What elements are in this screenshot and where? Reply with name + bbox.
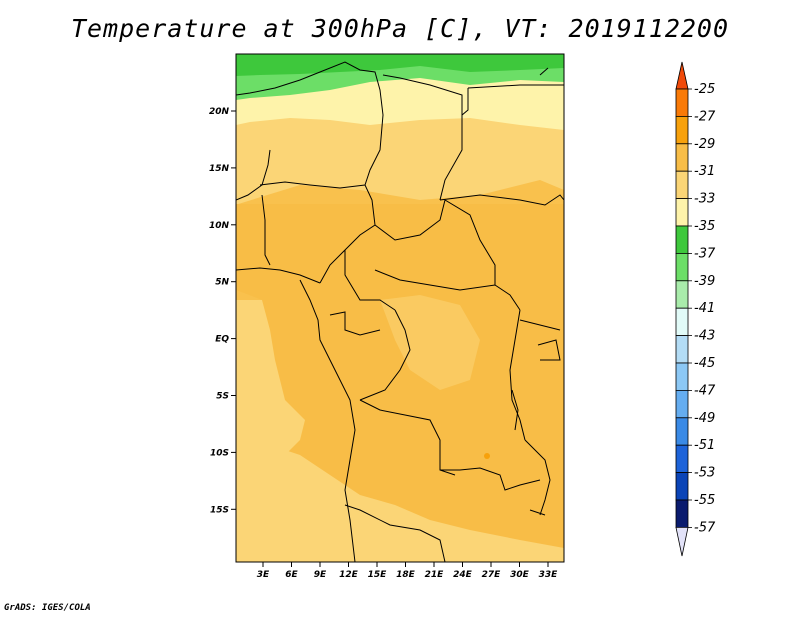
colorbar-label: -49 xyxy=(694,411,715,426)
border-northeast-tick xyxy=(539,67,549,76)
lat-tick-label: 10N xyxy=(209,221,230,231)
lon-tick-label: 18E xyxy=(396,570,416,580)
lon-tick-label: 30E xyxy=(510,570,530,580)
chart-title: Temperature at 300hPa [C], VT: 201911220… xyxy=(70,14,730,43)
longitude-axis: 3E 6E 9E 12E 15E 18E 21E 24E 27E 30E 33E xyxy=(257,562,558,580)
colorbar-bottom-arrow xyxy=(675,527,689,557)
coast-southwest-africa xyxy=(299,279,356,562)
colorbar-label: -57 xyxy=(694,520,716,535)
border-congo-drc xyxy=(359,309,411,401)
lon-tick-label: 27E xyxy=(482,570,502,580)
border-uganda-kenya xyxy=(519,319,561,331)
lat-tick-label: 5N xyxy=(215,278,229,288)
lon-tick-label: 21E xyxy=(425,570,445,580)
colorbar-box xyxy=(675,472,689,501)
colorbar-label: -51 xyxy=(694,438,715,453)
colorbar-box xyxy=(675,499,689,528)
lon-tick-label: 15E xyxy=(368,570,388,580)
colorbar-label: -53 xyxy=(694,466,715,481)
lon-tick-label: 24E xyxy=(453,570,473,580)
colorbar-label: -27 xyxy=(694,109,716,124)
colorbar-box xyxy=(675,444,689,474)
map-frame xyxy=(235,53,565,563)
colorbar-box xyxy=(675,335,689,364)
border-zambia xyxy=(440,467,541,491)
colorbar-label: -43 xyxy=(694,329,715,344)
border-sudan-chad xyxy=(439,194,564,206)
colorbar-box xyxy=(675,307,689,337)
colorbar-box xyxy=(675,252,689,282)
coast-west-africa xyxy=(236,267,321,284)
field-band-west xyxy=(236,290,305,475)
colorbar: -25 -27 -29 -31 -33 -35 -37 -39 -41 -43 -45 -47 -49 -… xyxy=(675,61,716,557)
border-cameroon-congo xyxy=(344,250,396,311)
border-malawi xyxy=(524,439,551,516)
colorbar-label: -33 xyxy=(694,192,715,207)
border-niger-nigeria xyxy=(259,181,366,189)
grads-credit: GrADS: IGES/COLA xyxy=(4,603,91,613)
border-car-south xyxy=(374,269,521,311)
border-egypt-sudan xyxy=(467,84,564,89)
colorbar-box xyxy=(675,143,689,172)
lat-tick-label: 15N xyxy=(209,164,230,174)
border-benin-nigeria xyxy=(261,194,271,266)
lat-tick-label: 5S xyxy=(216,392,229,402)
colorbar-label: -41 xyxy=(694,301,715,316)
country-borders xyxy=(236,61,564,562)
colorbar-box xyxy=(675,198,689,227)
colorbar-box xyxy=(675,88,689,117)
colorbar-label: -39 xyxy=(694,274,715,289)
field-band-green xyxy=(236,54,564,76)
lon-tick-label: 12E xyxy=(339,570,359,580)
colorbar-label: -37 xyxy=(694,246,716,261)
field-warm-spot xyxy=(484,453,490,459)
border-drc-east xyxy=(509,309,526,441)
lat-tick-label: EQ xyxy=(215,335,229,345)
colorbar-box xyxy=(675,389,689,419)
latitude-axis: 20N 15N 10N 5N EQ 5S 10S 15S xyxy=(209,107,236,515)
lat-tick-label: 20N xyxy=(209,107,230,117)
lat-tick-label: 15S xyxy=(210,505,229,515)
lake-tanganyika xyxy=(511,389,519,431)
colorbar-box xyxy=(675,417,689,446)
lat-tick-label: 10S xyxy=(210,448,229,458)
border-sudan-north xyxy=(461,88,469,117)
border-angola-namibia xyxy=(344,504,446,562)
lon-tick-label: 6E xyxy=(285,570,298,580)
field-band-south xyxy=(236,445,564,562)
field-band-central xyxy=(236,180,564,300)
colorbar-label: -55 xyxy=(694,493,715,508)
colorbar-label: -47 xyxy=(694,383,716,398)
field-band-congo xyxy=(380,295,480,390)
colorbar-box xyxy=(675,280,689,309)
colorbar-box xyxy=(675,362,689,391)
lon-tick-label: 3E xyxy=(257,570,270,580)
border-algeria-niger xyxy=(236,61,384,186)
border-nigeria-cameroon xyxy=(319,184,376,284)
colorbar-label: -45 xyxy=(694,356,715,371)
lon-tick-label: 33E xyxy=(539,570,559,580)
colorbar-top-arrow xyxy=(675,61,689,90)
border-chad-car xyxy=(374,199,496,285)
colorbar-box xyxy=(675,225,689,254)
colorbar-box xyxy=(675,116,689,145)
colorbar-label: -31 xyxy=(694,164,715,179)
lon-tick-label: 9E xyxy=(314,570,327,580)
colorbar-label: -29 xyxy=(694,137,715,152)
lake-malawi xyxy=(529,509,546,516)
lake-victoria xyxy=(537,339,561,361)
temperature-field xyxy=(236,54,564,562)
colorbar-label: -25 xyxy=(694,82,715,97)
border-gabon xyxy=(329,311,381,336)
colorbar-box xyxy=(675,170,689,199)
colorbar-label: -35 xyxy=(694,219,715,234)
